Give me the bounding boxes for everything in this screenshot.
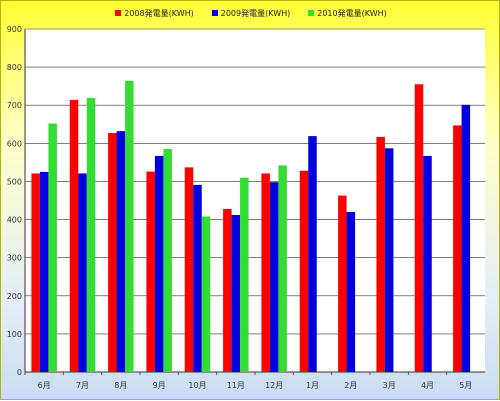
bar-2010	[86, 97, 96, 372]
bar-2009	[39, 171, 49, 372]
x-tick-label: 10月	[188, 381, 206, 390]
plot-area	[25, 29, 485, 372]
y-tick-label: 500	[7, 177, 22, 186]
bar-2009	[78, 173, 87, 372]
bar-2010	[240, 177, 249, 372]
bar-2008	[31, 173, 40, 372]
x-tick-label: 9月	[153, 381, 166, 390]
bar-2009	[423, 155, 432, 372]
bar-2010	[48, 123, 57, 372]
bar-2009	[231, 214, 241, 372]
bar-2010	[278, 165, 287, 372]
bar-2009	[346, 211, 356, 372]
legend-swatch-2009	[211, 10, 218, 16]
x-tick-label: 5月	[459, 381, 472, 390]
legend-label-2009: 2009発電量(KWH)	[220, 8, 291, 18]
legend-item-2010: 2010発電量(KWH)	[308, 8, 387, 19]
y-tick-label: 300	[7, 254, 22, 263]
y-tick-label: 100	[7, 330, 22, 339]
y-tick-label: 600	[7, 139, 22, 148]
x-tick-label: 4月	[421, 381, 434, 390]
legend-label-2008: 2008発電量(KWH)	[124, 8, 194, 18]
bar-2009	[193, 184, 202, 372]
legend-item-2009: 2009発電量(KWH)	[211, 8, 291, 19]
bar-2008	[338, 195, 347, 372]
y-tick-label: 700	[7, 101, 22, 110]
bar-2009	[384, 148, 394, 372]
bar-2008	[69, 99, 79, 373]
x-tick-label: 7月	[76, 381, 89, 390]
bar-2008	[223, 208, 232, 372]
bar-2008	[146, 171, 155, 372]
legend-item-2008: 2008発電量(KWH)	[115, 8, 194, 19]
bar-2009	[116, 131, 126, 372]
y-tick-label: 400	[7, 216, 22, 225]
x-tick-label: 1月	[306, 381, 319, 390]
bar-2008	[261, 173, 270, 372]
y-tick-label: 0	[17, 368, 22, 377]
x-tick-label: 3月	[383, 381, 396, 390]
bar-2009	[269, 182, 279, 372]
legend-swatch-2010	[308, 10, 315, 16]
bar-2009	[154, 155, 164, 372]
bar-2008	[376, 136, 385, 372]
bar-2008	[453, 125, 462, 372]
x-tick-label: 11月	[227, 381, 245, 390]
bar-2008	[184, 167, 194, 372]
legend: 2008発電量(KWH) 2009発電量(KWH) 2010発電量(KWH)	[1, 6, 500, 20]
bar-2008	[299, 170, 309, 372]
y-tick-label: 900	[7, 25, 22, 34]
x-tick-label: 2月	[344, 381, 357, 390]
legend-label-2010: 2010発電量(KWH)	[317, 8, 387, 18]
bar-2010	[125, 80, 134, 372]
x-tick-label: 6月	[38, 381, 51, 390]
x-tick-label: 8月	[114, 381, 127, 390]
bar-2010	[201, 216, 211, 372]
bar-2009	[461, 104, 471, 372]
bar-2010	[163, 149, 172, 372]
y-tick-label: 200	[7, 292, 22, 301]
y-tick-label: 800	[7, 63, 22, 72]
legend-swatch-2008	[115, 10, 122, 16]
bar-2009	[308, 136, 317, 372]
x-tick-label: 12月	[265, 381, 283, 390]
bar-2008	[414, 84, 424, 372]
bar-2008	[108, 133, 117, 372]
